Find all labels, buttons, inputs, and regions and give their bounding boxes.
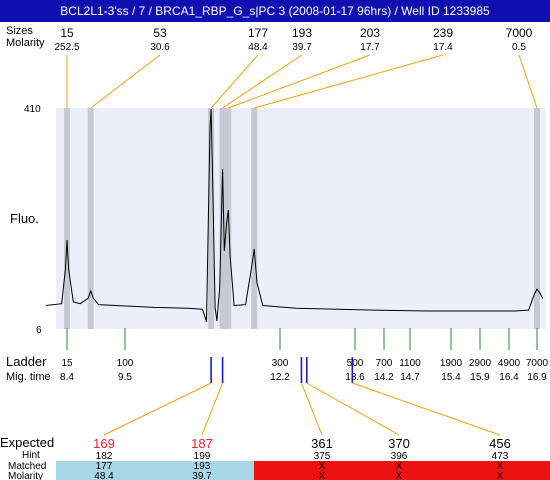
ladder-size-label: 500 — [347, 358, 364, 369]
matched-size-label: 177 — [96, 461, 113, 472]
molarity-label: Molarity — [6, 37, 45, 49]
hint-size-label: 199 — [194, 451, 211, 462]
matched-size-label: 193 — [194, 461, 211, 472]
ladder-size-label: 700 — [376, 358, 393, 369]
peak-molarity-label: 17.7 — [360, 42, 380, 53]
peak-connector — [228, 54, 371, 109]
ladder-size-label: 7000 — [526, 358, 549, 369]
peak-molarity-label: 30.6 — [150, 42, 170, 53]
peak-size-label: 193 — [292, 26, 312, 40]
peak-size-label: 15 — [60, 26, 74, 40]
ladder-mig-time-label: 8.4 — [60, 372, 74, 383]
matched-cell-found — [56, 461, 254, 480]
matched-molarity-label: X — [319, 471, 326, 480]
hint-label: Hint — [22, 450, 40, 461]
peak-connector — [210, 54, 259, 109]
peak-molarity-label: 0.5 — [512, 42, 526, 53]
ladder-mig-time-label: 16.4 — [499, 372, 519, 383]
matched-molarity-label: X — [497, 471, 504, 480]
ladder-mig-time-label: 13.6 — [345, 372, 365, 383]
peak-band — [219, 108, 226, 329]
molarity-bottom-label: Molarity — [8, 471, 43, 480]
ladder-size-label: 100 — [117, 358, 134, 369]
ladder-size-label: 1900 — [440, 358, 463, 369]
ladder-size-label: 15 — [61, 358, 73, 369]
ladder-mig-time-label: 9.5 — [118, 372, 132, 383]
peak-band — [64, 108, 70, 329]
expected-size-label: 456 — [489, 436, 511, 451]
matched-label: Matched — [8, 461, 46, 472]
y-tick-label: 410 — [24, 104, 41, 115]
matched-size-label: X — [396, 461, 403, 472]
hint-size-label: 473 — [492, 451, 509, 462]
peak-size-label: 7000 — [506, 26, 533, 40]
ladder-label: Ladder — [6, 354, 47, 369]
hint-size-label: 182 — [96, 451, 113, 462]
ladder-size-label: 1100 — [399, 358, 421, 369]
ladder-size-label: 300 — [272, 358, 289, 369]
fluo-axis-label: Fluo. — [10, 211, 39, 226]
ladder-mig-time-label: 14.2 — [374, 372, 394, 383]
hint-size-label: 375 — [314, 451, 331, 462]
expected-connector — [352, 382, 501, 436]
peak-band — [87, 108, 94, 329]
expected-connector — [306, 382, 400, 436]
ladder-mig-time-label: 12.2 — [270, 372, 290, 383]
fluorescence-trace — [45, 108, 544, 323]
plot-area — [56, 108, 546, 329]
expected-size-label: 187 — [191, 436, 213, 451]
peak-band — [534, 108, 540, 329]
peak-size-label: 203 — [360, 26, 380, 40]
peak-connector — [90, 54, 161, 109]
ladder-mig-time-label: 14.7 — [400, 372, 420, 383]
sizes-label: Sizes — [6, 25, 33, 37]
peak-connector — [222, 54, 303, 109]
ladder-mig-time-label: 15.9 — [470, 372, 490, 383]
expected-size-label: 169 — [93, 436, 115, 451]
ladder-size-label: 2900 — [469, 358, 492, 369]
ladder-mig-time-label: 16.9 — [527, 372, 547, 383]
matched-molarity-label: X — [396, 471, 403, 480]
peak-band — [251, 108, 258, 329]
matched-molarity-label: 39.7 — [192, 471, 212, 480]
peak-molarity-label: 252.5 — [54, 42, 79, 53]
peak-connector — [518, 54, 538, 109]
expected-connector — [300, 382, 323, 436]
peak-size-label: 53 — [153, 26, 167, 40]
peak-size-label: 177 — [248, 26, 268, 40]
expected-connector — [103, 382, 212, 436]
peak-molarity-label: 48.4 — [248, 42, 268, 53]
matched-molarity-label: 48.4 — [94, 471, 114, 480]
expected-size-label: 361 — [311, 436, 333, 451]
expected-label: Expected — [0, 435, 54, 450]
peak-connector — [254, 54, 444, 109]
hint-size-label: 396 — [391, 451, 408, 462]
peak-size-label: 239 — [433, 26, 453, 40]
title-bar: BCL2L1-3'ss / 7 / BRCA1_RBP_G_s|PC 3 (20… — [0, 0, 550, 22]
peak-molarity-label: 17.4 — [433, 42, 453, 53]
y-tick-label: 6 — [36, 325, 42, 336]
matched-size-label: X — [319, 461, 326, 472]
ladder-size-label: 4900 — [498, 358, 521, 369]
expected-connector — [201, 382, 224, 436]
matched-cell-missing — [254, 461, 550, 480]
expected-size-label: 370 — [388, 436, 410, 451]
mig-time-label: Mig. time — [6, 371, 51, 383]
peak-band — [208, 108, 215, 329]
matched-size-label: X — [497, 461, 504, 472]
peak-molarity-label: 39.7 — [292, 42, 312, 53]
ladder-mig-time-label: 15.4 — [441, 372, 461, 383]
